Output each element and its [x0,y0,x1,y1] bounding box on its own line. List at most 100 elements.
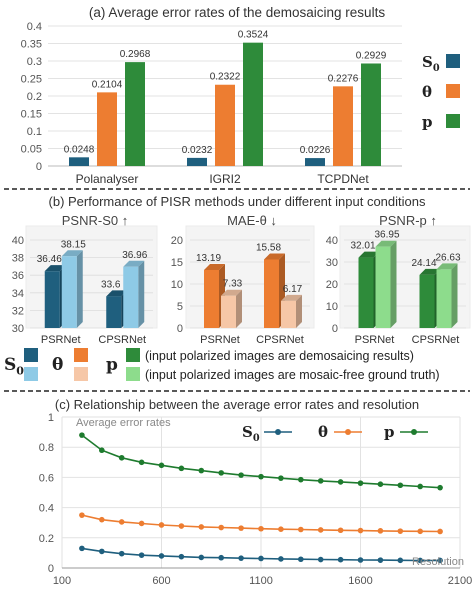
panel-c-data-point [317,478,324,484]
panel-b-legend-swatch-demosaiced [74,348,88,362]
panel-b-bar [106,296,122,328]
panel-c-data-point [238,472,244,478]
panel-b-y-tick-label: 36 [12,270,24,282]
panel-c-data-point [79,432,85,438]
panel-b-legend-swatch-groundtruth [24,367,38,381]
panel-b-data-label: 13.19 [196,253,221,264]
panel-b-y-tick-label: 5 [177,301,183,313]
panel-b-y-tick-label: 40 [12,235,24,247]
panel-b-pisr-performance-chart: (b) Performance of PISR methods under di… [4,194,471,382]
panel-b-bar-top [436,263,458,270]
panel-c-data-point [79,545,85,552]
panel-c-data-point [138,459,145,466]
panel-b-data-label: 26.63 [435,252,460,263]
panel-c-data-point [377,557,384,563]
panel-a-y-tick-label: 0 [36,161,42,173]
panel-b-subcharts: PSNR-S0 ↑ 30 32 34 36 38 40 PSRNet 36.46 38.15 CPS… [12,213,471,346]
panel-c-data-point [317,527,324,533]
panel-b-y-tick-label: 15 [171,257,183,269]
panel-c-data-point [417,483,424,490]
panel-c-xlabel: Resolution [412,556,464,568]
panel-c-data-point [158,522,165,528]
panel-c-y-tick-label: 0.2 [39,533,54,545]
panel-b-y-tick-label: 0 [332,323,338,335]
panel-c-x-tick-label: 1100 [249,575,273,587]
panel-b-subchart: PSNR-S0 ↑ 30 32 34 36 38 40 PSRNet 36.46 38.15 CPS… [12,213,158,346]
panel-c-data-point [198,467,205,474]
panel-a-bar [69,157,89,166]
panel-b-bar [436,269,452,328]
panel-a-title: (a) Average error rates of the demosaici… [89,5,385,20]
panel-c-data-point [198,554,205,561]
panel-b-legend-swatch-groundtruth [74,367,88,381]
panel-b-bar [204,269,219,328]
panel-a-bar [333,86,353,166]
panel-b-bar-side [296,294,302,328]
panel-b-bar [419,274,435,328]
panel-a-y-tick-label: 0.4 [27,21,42,33]
panel-c-legend-marker [345,429,351,435]
panel-b-legend-symbol: S0 [4,355,24,377]
panel-b-data-label: 6.17 [283,284,303,295]
panel-c-data-point [377,481,384,487]
panel-a-legend-swatch [446,54,460,68]
panel-c-data-point [178,553,185,560]
panel-b-data-label: 36.96 [122,250,147,261]
panel-a-y-tick-label: 0.2 [27,91,42,103]
panel-a-legend-swatch [446,84,460,98]
panel-b-bar-side [138,260,145,328]
panel-c-x-tick-label: 2100 [448,575,472,587]
panel-b-legend-swatch-demosaiced [126,348,140,362]
panel-c-data-point [138,552,145,558]
panel-b-bar [358,257,374,328]
panel-c-data-point [298,526,304,533]
panel-a-legend-label: S0 [422,53,440,74]
panel-b-data-label: 33.6 [101,279,121,290]
panel-a-data-labels: 0.0248 0.2104 0.2968 0.0232 0.2322 0.3524 0.02… [64,30,387,156]
panel-b-subchart-title: PSNR-p ↑ [379,213,437,228]
panel-b-legend-row-text: (input polarized images are demosaicing … [145,349,414,363]
panel-b-category-label: PSRNet [41,334,81,346]
panel-c-data-point [158,462,165,469]
panel-b-data-label: 15.58 [256,242,281,253]
panel-b-y-tick-label: 10 [326,301,338,313]
panel-c-data-point [238,555,244,561]
panel-a-bars [69,42,381,167]
panel-c-data-point [118,454,125,461]
panel-c-data-point [357,480,364,486]
panel-a-data-label: 0.0226 [300,145,331,156]
panel-b-bar [281,300,296,328]
panel-b-bar [264,259,279,328]
panel-c-data-point [397,528,404,534]
panel-c-data-point [178,465,185,472]
panel-b-legend-row-text: (input polarized images are mosaic-free … [145,368,440,382]
panel-c-data-point [337,479,344,485]
panel-a-legend: S0 θp [422,53,460,131]
panel-a-legend-label: p [422,113,433,131]
panel-b-bar [375,246,391,328]
panel-b-y-tick-label: 20 [171,235,183,247]
panel-c-data-point [298,556,304,563]
panel-b-legend-symbol: θ [52,355,63,375]
panel-c-data-point [298,476,304,483]
panel-a-data-label: 0.0232 [182,145,213,156]
panel-b-subchart: MAE-θ ↓ 0 5 10 15 20 PSRNet 13.19 7.33 CPSRNet 15.… [171,213,315,346]
panel-b-bar-top [358,251,380,258]
panel-a-category-label: TCPDNet [317,172,369,186]
panel-c-title: (c) Relationship between the average err… [55,397,419,412]
panel-b-category-label: CPSRNet [256,334,304,346]
panel-a-data-label: 0.0248 [64,144,95,155]
panel-a-legend-label: θ [422,83,432,101]
panel-a-data-label: 0.2322 [210,72,241,83]
panel-b-y-tick-label: 10 [171,279,183,291]
panel-c-data-point [278,475,284,481]
panel-b-data-label: 7.33 [223,279,243,290]
panel-c-y-tick-label: 0 [48,563,54,575]
panel-b-category-label: PSRNet [355,334,395,346]
panel-a-data-label: 0.2929 [356,50,387,61]
panel-a-y-tick-label: 0.35 [21,39,42,51]
panel-b-data-label: 32.01 [350,241,375,252]
